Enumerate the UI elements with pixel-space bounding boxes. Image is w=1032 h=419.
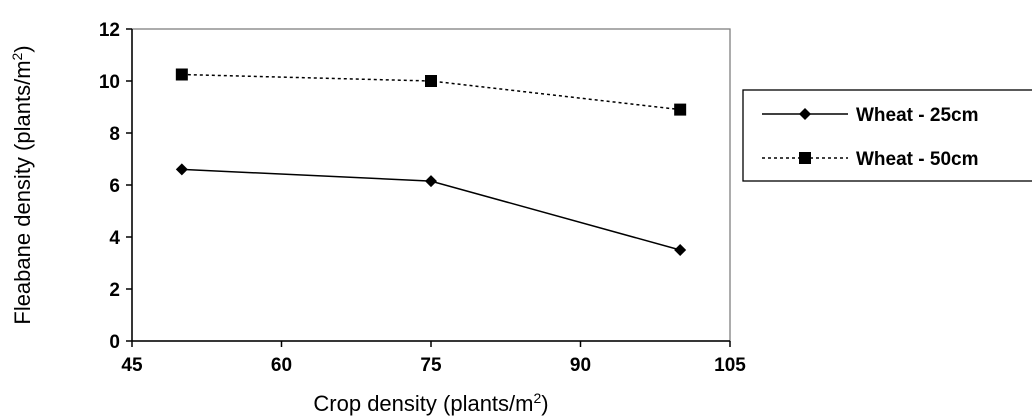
square-marker (674, 103, 687, 116)
axes (126, 28, 731, 347)
y-tick-label: 12 (99, 20, 120, 41)
series-2 (175, 68, 687, 116)
x-tick-label: 45 (121, 355, 143, 376)
y-tick-labels: 0 2 4 6 8 10 12 (99, 20, 121, 353)
square-marker (425, 75, 437, 87)
legend-box (742, 89, 1032, 182)
y-tick-label: 4 (109, 228, 120, 249)
legend-entries: Wheat - 25cm Wheat - 50cm (762, 105, 978, 170)
y-tick-label: 2 (109, 280, 120, 301)
x-tick-label: 105 (714, 355, 746, 376)
legend-diamond-marker (799, 108, 811, 120)
x-tick-label: 75 (420, 355, 442, 376)
legend: Wheat - 25cm Wheat - 50cm (742, 89, 1032, 182)
x-tick-labels: 45 60 75 90 105 (121, 355, 746, 376)
series-1 (175, 163, 687, 256)
diamond-marker (175, 163, 188, 176)
y-tick-label: 8 (109, 124, 120, 145)
legend-label: Wheat - 50cm (856, 149, 978, 170)
y-tick-label: 6 (109, 176, 120, 197)
square-marker (175, 68, 188, 81)
series-layer (175, 68, 687, 256)
diamond-marker (674, 244, 687, 256)
series-line (181, 73, 681, 111)
x-tick-label: 60 (271, 355, 292, 376)
diamond-marker (425, 175, 437, 188)
x-tick-label: 90 (570, 355, 591, 376)
y-axis-title: Fleabane density (plants/m2) (9, 45, 35, 324)
x-axis-title: Crop density (plants/m2) (313, 390, 548, 416)
y-tick-label: 0 (109, 332, 120, 353)
legend-label: Wheat - 25cm (856, 105, 978, 126)
y-tick-label: 10 (99, 72, 120, 93)
legend-square-marker (799, 152, 811, 164)
